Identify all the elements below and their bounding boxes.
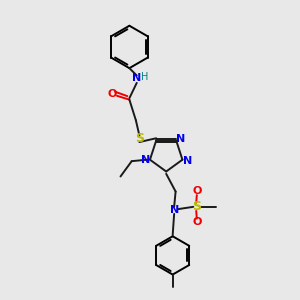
Text: N: N <box>176 134 186 144</box>
Text: S: S <box>135 132 144 145</box>
Text: H: H <box>141 72 149 82</box>
Text: N: N <box>141 155 150 165</box>
Text: N: N <box>182 156 192 166</box>
Text: O: O <box>108 89 117 99</box>
Text: N: N <box>132 74 141 83</box>
Text: O: O <box>192 218 202 227</box>
Text: O: O <box>192 186 202 196</box>
Text: N: N <box>169 205 179 215</box>
Text: S: S <box>192 200 201 213</box>
